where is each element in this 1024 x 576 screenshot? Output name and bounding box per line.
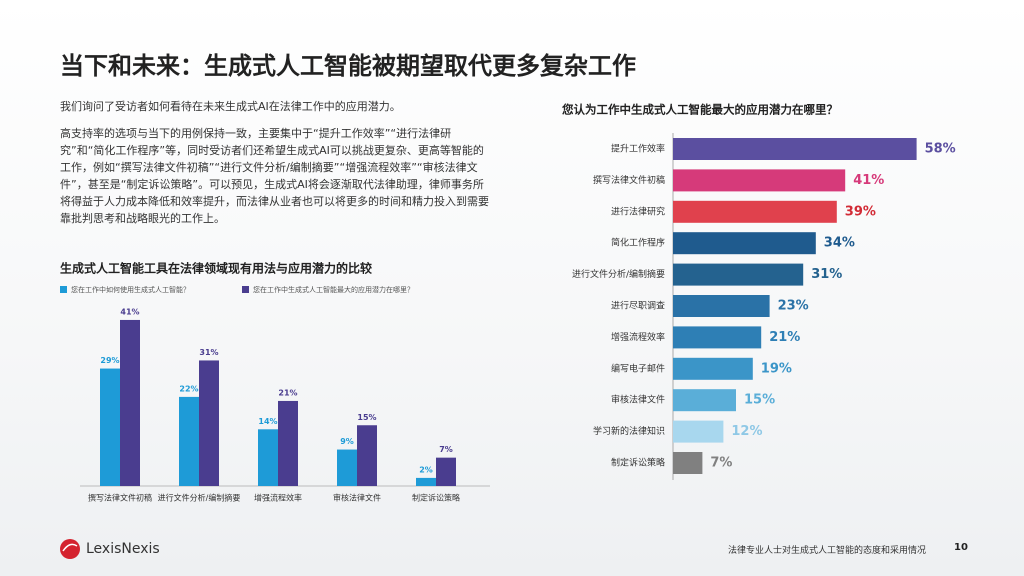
- slide-title: 当下和未来：生成式人工智能被期望取代更多复杂工作: [60, 52, 636, 80]
- y-tick-label: 审核法律文件: [611, 394, 665, 406]
- logo-text: LexisNexis: [86, 541, 160, 557]
- comparison-chart: 生成式人工智能工具在法律领域现有用法与应用潜力的比较您在工作中如何使用生成式人工…: [60, 261, 490, 503]
- footer-text: 法律专业人士对生成式人工智能的态度和采用情况: [728, 546, 927, 556]
- value-label: 31%: [199, 348, 218, 357]
- bar: [673, 263, 804, 286]
- page-number: 10: [954, 542, 968, 553]
- paragraph: 高支持率的选项与当下的用例保持一致，主要集中于“提升工作效率”“进行法律研究”和…: [60, 127, 489, 225]
- legend-swatch: [60, 286, 67, 293]
- value-label: 7%: [439, 445, 453, 454]
- bar: [673, 326, 762, 349]
- y-tick-label: 进行尽职调查: [611, 300, 665, 312]
- legend-label: 您在工作中如何使用生成式人工智能？: [71, 285, 190, 294]
- bar: [100, 368, 120, 486]
- value-label: 29%: [100, 356, 119, 365]
- x-tick-label: 进行文件分析/编制摘要: [158, 493, 241, 503]
- value-label: 58%: [925, 142, 956, 157]
- y-tick-label: 增强流程效率: [611, 331, 665, 343]
- bar: [673, 389, 736, 412]
- bar: [416, 477, 436, 486]
- legend-label: 您在工作中生成式人工智能最大的应用潜力在哪里？: [253, 285, 414, 294]
- chart-title: 您认为工作中生成式人工智能最大的应用潜力在哪里？: [562, 103, 838, 117]
- value-label: 9%: [340, 437, 354, 446]
- bar: [278, 400, 298, 486]
- x-tick-label: 增强流程效率: [254, 493, 302, 503]
- bar: [673, 232, 816, 255]
- value-label: 34%: [824, 236, 855, 251]
- value-label: 2%: [419, 465, 433, 474]
- bar: [179, 396, 199, 486]
- x-tick-label: 撰写法律文件初稿: [88, 493, 152, 503]
- y-tick-label: 学习新的法律知识: [593, 425, 665, 437]
- value-label: 41%: [120, 307, 139, 316]
- bar: [120, 319, 140, 486]
- y-tick-label: 提升工作效率: [611, 143, 665, 155]
- bar: [673, 138, 917, 160]
- potential-chart: 您认为工作中生成式人工智能最大的应用潜力在哪里？ 提升工作效率 58% 撰写法律文件初…: [562, 103, 956, 480]
- bar: [673, 169, 846, 192]
- bar: [673, 452, 703, 474]
- bar: [258, 429, 278, 486]
- value-label: 7%: [710, 456, 732, 471]
- x-tick-label: 审核法律文件: [333, 493, 381, 503]
- value-label: 15%: [744, 393, 775, 408]
- y-tick-label: 进行文件分析/编制摘要: [572, 268, 665, 280]
- value-label: 14%: [258, 417, 277, 426]
- value-label: 31%: [811, 267, 842, 282]
- value-label: 12%: [731, 424, 762, 439]
- bar: [337, 449, 357, 486]
- bar: [436, 457, 456, 486]
- value-label: 19%: [761, 361, 792, 376]
- y-tick-label: 撰写法律文件初稿: [593, 174, 665, 186]
- chart-title: 生成式人工智能工具在法律领域现有用法与应用潜力的比较: [60, 261, 372, 276]
- value-label: 21%: [278, 388, 297, 397]
- value-label: 22%: [179, 384, 198, 393]
- y-tick-label: 制定诉讼策略: [611, 457, 665, 469]
- value-label: 23%: [778, 299, 809, 314]
- bar: [357, 425, 377, 486]
- y-tick-label: 进行法律研究: [611, 205, 665, 217]
- value-label: 15%: [357, 413, 376, 422]
- value-label: 41%: [853, 173, 884, 188]
- bar: [673, 420, 724, 443]
- value-label: 21%: [769, 330, 800, 345]
- value-label: 39%: [845, 204, 876, 219]
- paragraph: 我们询问了受访者如何看待在未来生成式AI在法律工作中的应用潜力。: [60, 100, 401, 113]
- bar: [673, 200, 837, 223]
- bar: [199, 360, 219, 486]
- bar: [673, 295, 770, 317]
- x-tick-label: 制定诉讼策略: [412, 493, 460, 503]
- y-tick-label: 编写电子邮件: [611, 362, 665, 374]
- y-tick-label: 简化工作程序: [611, 237, 665, 249]
- bar: [673, 357, 753, 380]
- body-text: 我们询问了受访者如何看待在未来生成式AI在法律工作中的应用潜力。 高支持率的选项…: [60, 98, 492, 237]
- logo-icon: [60, 539, 80, 559]
- legend-swatch: [242, 286, 249, 293]
